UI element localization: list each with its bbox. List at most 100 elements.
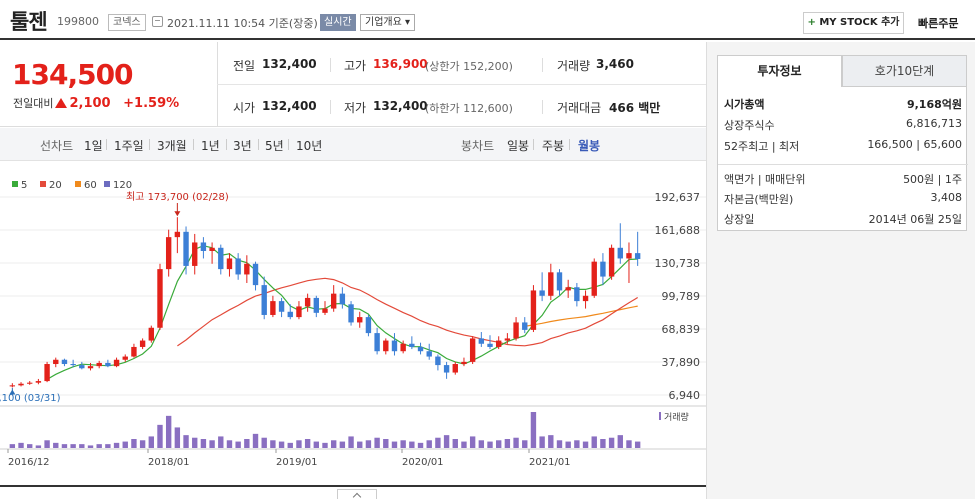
amount-value: 466 백만 [609,101,661,115]
candle-body [322,308,328,313]
arrow-up-icon [9,389,16,395]
change-amount: 2,100 [69,96,111,111]
candle-body [53,359,59,365]
x-tick-label: 2020/01 [402,457,444,468]
volume-bar [582,441,589,448]
volume-bar [600,439,606,448]
line-chart-label: 선차트 [40,139,74,153]
change-percent: +1.59% [123,96,180,111]
divider [0,485,706,487]
divider [542,100,543,114]
volume-bar [296,440,302,448]
volume-bar [270,440,276,448]
divider [193,139,194,150]
stock-name: 툴젠 [10,10,48,34]
volume-bar [626,440,632,448]
volume-bar [539,436,545,448]
candle-body [122,356,128,360]
chart-canvas[interactable]: 5 20 60 120 192,637 161,688 130,738 99,789 68,83… [0,162,706,470]
company-overview-dropdown[interactable]: 기업개요 ▾ [360,14,416,31]
ma60-line [524,305,638,327]
candle-body [113,359,120,367]
stock-header: 툴젠 199800 코넥스 2021.11.11 10:54 기준(장중) 실시… [0,0,975,40]
volume-bar [487,441,493,448]
mystock-label: MY STOCK 추가 [819,17,900,28]
upper-limit: (상한가 152,200) [425,60,513,73]
period-5y[interactable]: 5년 [265,139,284,153]
realtime-button[interactable]: 실시간 [320,14,356,31]
volume-bar [522,440,528,448]
period-10y[interactable]: 10년 [296,139,323,153]
period-3y[interactable]: 3년 [233,139,252,153]
volume-bar [139,440,146,448]
volume-bar [391,441,398,448]
volume-bar [548,435,554,448]
chevron-down-icon: ▾ [405,17,411,28]
candle-body [200,242,207,251]
candle-monthly[interactable]: 월봉 [578,139,601,153]
volume-bar [461,441,467,448]
period-1d[interactable]: 1일 [84,139,103,153]
volume-bar [244,439,250,448]
info-value: 6,816,713 [906,117,962,130]
candle-body [270,301,276,315]
volume-bar [235,441,241,448]
tab-investment-info[interactable]: 투자정보 [717,55,842,87]
quick-order-button[interactable]: 빠른주문 [918,17,959,30]
volume-bar [200,439,207,448]
candle-body [235,258,241,275]
up-triangle-icon [55,98,68,108]
timestamp: 2021.11.11 10:54 기준(장중) [167,17,318,30]
investment-info-panel: 투자정보 호가10단계 시가총액 9,168억원 상장주식수 6,816,713… [706,42,975,499]
candle-body [44,364,50,382]
candle-weekly[interactable]: 주봉 [542,139,565,153]
candle-body [96,362,102,367]
period-1y[interactable]: 1년 [201,139,220,153]
divider [149,139,150,150]
y-tick-label: 161,688 [655,224,701,237]
period-3m[interactable]: 3개월 [157,139,187,153]
market-badge: 코넥스 [108,14,146,31]
candle-body [409,343,415,347]
volume-bar [383,439,389,448]
info-key: 상장주식수 [724,119,775,132]
y-tick-label: 68,839 [662,323,701,336]
mystock-add-button[interactable]: + MY STOCK 추가 [803,12,904,34]
candle-body [339,293,346,305]
price-summary: 134,500 전일대비 2,100 +1.59% 전일 132,400 고가 1… [0,42,706,127]
candle-body [374,333,380,352]
candle-body [574,287,580,302]
candle-body [383,340,389,352]
volume-bar [322,442,328,448]
candle-body [443,365,450,373]
candle-body [634,253,641,259]
tab-orderbook-10[interactable]: 호가10단계 [842,55,967,87]
candle-body [209,247,215,251]
volume-bar [183,435,189,448]
arrow-down-icon [174,211,181,217]
chevron-up-icon[interactable] [337,489,377,499]
candle-body [461,361,467,365]
ma5-line [46,245,638,380]
volume-bar [513,437,519,448]
candle-body [565,287,571,291]
divider [330,58,331,72]
x-tick-label: 2021/01 [529,457,571,468]
info-row-capital: 자본금(백만원) 3,408 [724,191,962,209]
candle-body [452,364,458,373]
candle-body [131,346,137,357]
info-row-market-cap: 시가총액 9,168억원 [724,96,962,114]
candle-body [174,231,181,238]
volume-bar [400,440,406,448]
volume-bar [61,444,68,448]
candle-body [244,263,250,275]
candle-body [192,242,198,266]
candle-body [539,290,545,296]
volume-bar [409,441,415,448]
stock-chart[interactable]: 5 20 60 120 192,637 161,688 130,738 99,789 68,83… [0,162,706,470]
candle-body [70,364,76,366]
volume-bar [192,437,198,448]
period-1w[interactable]: 1주일 [114,139,144,153]
y-tick-label: 130,738 [655,257,701,270]
candle-daily[interactable]: 일봉 [507,139,530,153]
